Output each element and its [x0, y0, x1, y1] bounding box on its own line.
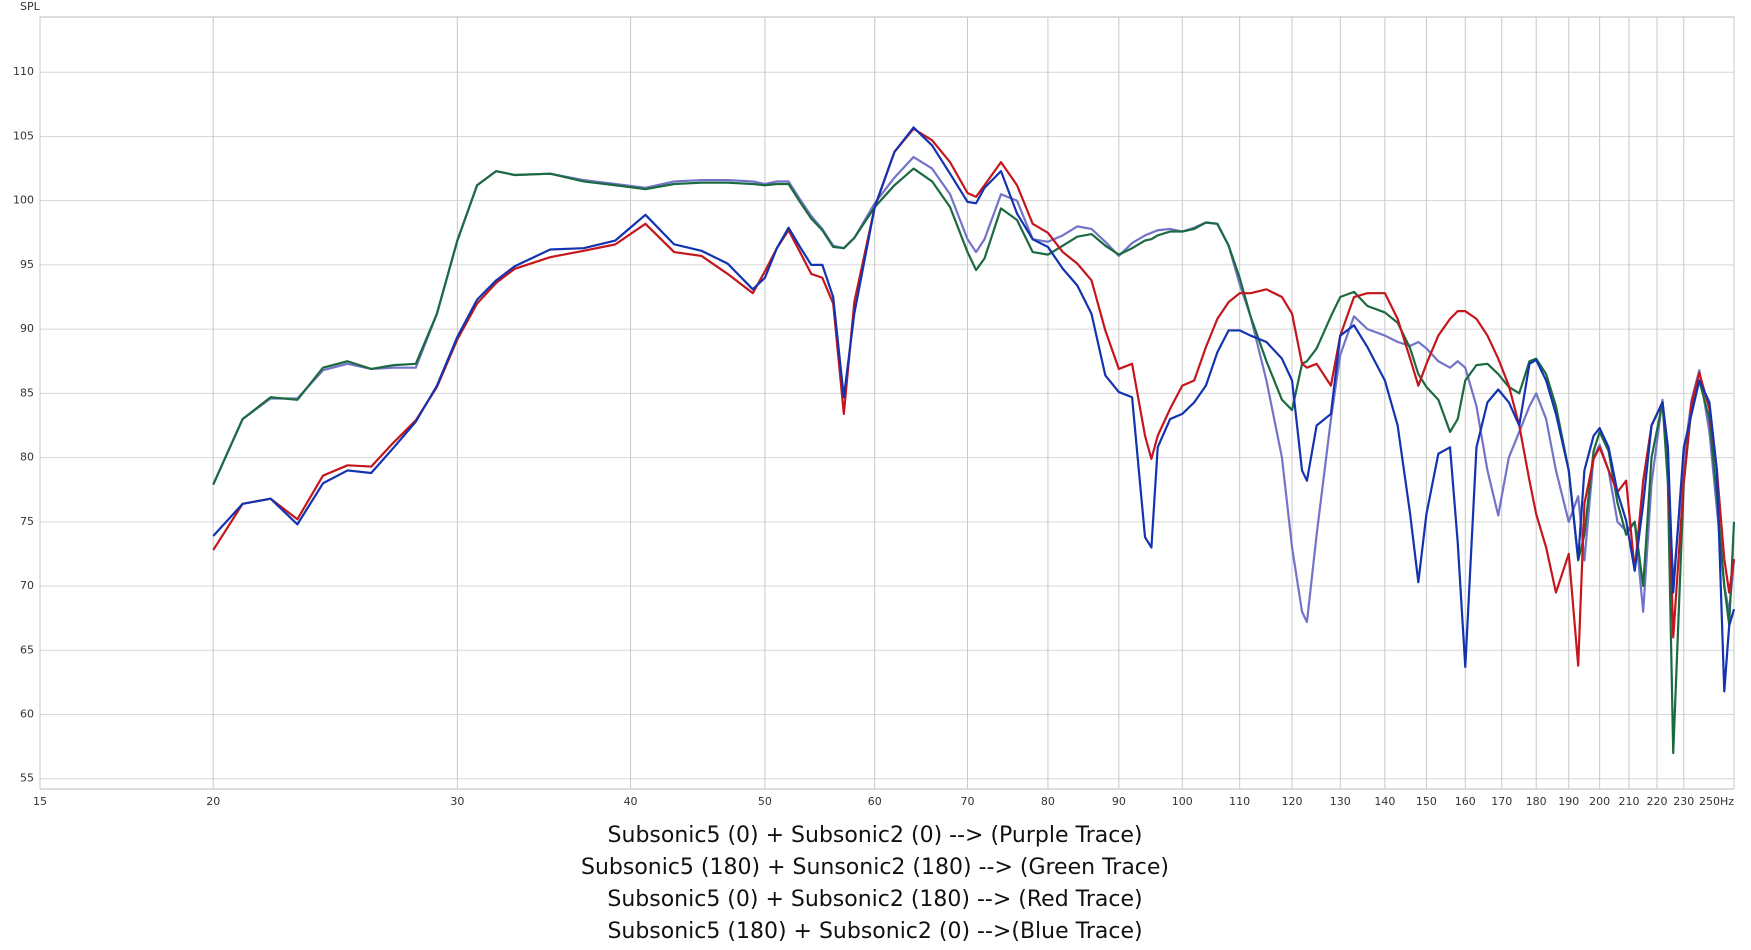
series-line: [212, 126, 1736, 693]
y-tick-label: 110: [13, 65, 34, 78]
y-axis-label: SPL: [20, 0, 41, 13]
x-tick-label: 120: [1282, 795, 1303, 808]
legend-entry: Subsonic5 (0) + Subsonic2 (180) --> (Red…: [607, 887, 1142, 912]
y-tick-label: 100: [13, 194, 34, 207]
x-tick-label: 80: [1041, 795, 1055, 808]
y-tick-label: 60: [20, 707, 34, 720]
x-tick-label: 110: [1229, 795, 1250, 808]
x-tick-label: 50: [758, 795, 772, 808]
x-tick-label: 170: [1491, 795, 1512, 808]
y-tick-label: 65: [20, 643, 34, 656]
x-tick-label: 60: [868, 795, 882, 808]
x-tick-label: 190: [1558, 795, 1579, 808]
x-tick-label: 130: [1330, 795, 1351, 808]
x-tick-label: 160: [1455, 795, 1476, 808]
y-tick-label: 75: [20, 515, 34, 528]
x-tick-label: 140: [1374, 795, 1395, 808]
y-tick-label: 90: [20, 322, 34, 335]
x-tick-label: 220: [1647, 795, 1668, 808]
x-tick-label: 200: [1589, 795, 1610, 808]
series-line: [212, 127, 1736, 667]
x-tick-label: 100: [1172, 795, 1193, 808]
x-tick-label: 150: [1416, 795, 1437, 808]
y-tick-label: 70: [20, 579, 34, 592]
x-tick-label: 15: [33, 795, 47, 808]
legend-entry: Subsonic5 (180) + Subsonic2 (0) -->(Blue…: [607, 919, 1142, 944]
plot-area: [39, 16, 1735, 790]
y-tick-label: 55: [20, 772, 34, 785]
y-tick-label: 80: [20, 451, 34, 464]
x-tick-label: 230: [1673, 795, 1694, 808]
legend-entry: Subsonic5 (0) + Subsonic2 (0) --> (Purpl…: [608, 823, 1143, 848]
x-tick-label: 180: [1526, 795, 1547, 808]
x-tick-label: 30: [450, 795, 464, 808]
legend-entry: Subsonic5 (180) + Sunsonic2 (180) --> (G…: [581, 855, 1169, 880]
x-tick-label: 40: [624, 795, 638, 808]
y-tick-label: 85: [20, 386, 34, 399]
x-tick-label: 250Hz: [1699, 795, 1734, 808]
y-tick-label: 105: [13, 129, 34, 142]
x-tick-label: 20: [206, 795, 220, 808]
x-tick-label: 90: [1112, 795, 1126, 808]
y-tick-label: 95: [20, 258, 34, 271]
x-tick-label: 210: [1619, 795, 1640, 808]
x-tick-label: 70: [961, 795, 975, 808]
